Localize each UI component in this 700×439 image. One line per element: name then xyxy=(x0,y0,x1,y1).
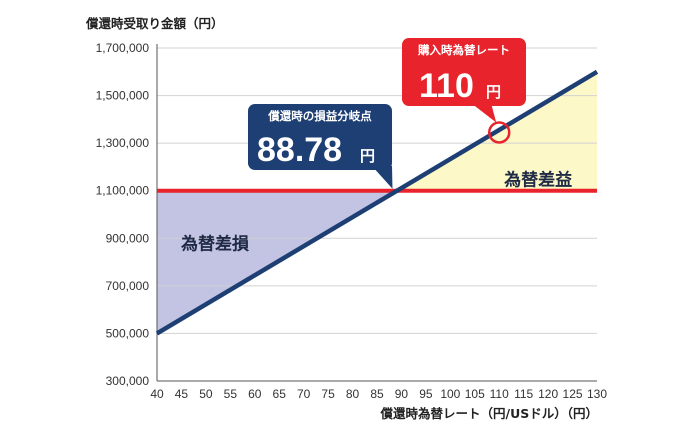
y-tick-labels: 300,000 500,000 700,000 900,000 1,100,000 1,3… xyxy=(96,41,150,388)
x-tick-label: 45 xyxy=(175,387,189,401)
x-tick-label: 60 xyxy=(248,387,262,401)
x-tick-label: 100 xyxy=(440,387,460,401)
y-tick-label: 1,500,000 xyxy=(96,89,150,103)
break-even-callout-box xyxy=(248,104,392,170)
x-tick-label: 70 xyxy=(297,387,311,401)
break-even-callout-pointer xyxy=(372,166,393,189)
x-tick-label: 75 xyxy=(321,387,335,401)
x-tick-labels: 40 45 50 55 60 65 70 75 80 85 90 95 100 105 110 115 120 1… xyxy=(150,387,607,401)
x-tick-label: 50 xyxy=(199,387,213,401)
break-even-callout-unit: 円 xyxy=(360,147,375,165)
x-tick-label: 125 xyxy=(563,387,583,401)
y-tick-label: 300,000 xyxy=(106,374,150,388)
x-tick-label: 65 xyxy=(273,387,287,401)
break-even-callout-value: 88.78 xyxy=(257,131,342,169)
y-tick-label: 1,700,000 xyxy=(96,41,150,55)
series xyxy=(155,69,599,336)
purchase-rate-marker xyxy=(487,121,511,144)
y-tick-label: 1,100,000 xyxy=(96,184,150,198)
y-tick-label: 700,000 xyxy=(106,279,150,293)
x-tick-label: 105 xyxy=(465,387,485,401)
x-tick-label: 95 xyxy=(419,387,433,401)
gain-region-label: 為替差益 xyxy=(504,170,572,191)
region-labels: 為替差損 為替差益 xyxy=(181,170,572,255)
purchase-rate-callout-unit: 円 xyxy=(486,83,501,101)
y-tick-label: 900,000 xyxy=(106,231,150,245)
x-tick-label: 130 xyxy=(587,387,607,401)
x-tick-label: 110 xyxy=(490,387,509,401)
purchase-rate-callout-value: 110 xyxy=(419,67,474,105)
x-tick-label: 55 xyxy=(224,387,238,401)
x-tick-label: 120 xyxy=(538,387,558,401)
marker-layer xyxy=(487,121,511,144)
purchase-rate-callout-box xyxy=(402,38,526,106)
callouts: 償還時の損益分岐点 88.78 円 購入時為替レート 110 円 xyxy=(248,38,526,189)
y-tick-label: 500,000 xyxy=(106,326,150,340)
x-tick-label: 115 xyxy=(514,387,533,401)
x-tick-label: 85 xyxy=(370,387,384,401)
series-line xyxy=(155,69,599,336)
x-tick-label: 40 xyxy=(150,387,164,401)
break-even-callout: 償還時の損益分岐点 88.78 円 xyxy=(248,104,393,189)
x-axis-title: 償還時為替レート（円/USドル）（円） xyxy=(380,406,598,421)
y-tick-label: 1,300,000 xyxy=(96,136,150,150)
loss-region-label: 為替差損 xyxy=(181,233,250,254)
purchase-rate-callout-pointer xyxy=(471,103,497,123)
break-even-callout-title: 償還時の損益分岐点 xyxy=(267,109,372,123)
axes xyxy=(156,44,597,382)
y-axis-title: 償還時受取り金額（円） xyxy=(85,16,224,31)
purchase-rate-callout: 購入時為替レート 110 円 xyxy=(402,38,526,123)
x-tick-label: 90 xyxy=(395,387,409,401)
x-tick-label: 80 xyxy=(346,387,360,401)
purchase-rate-callout-title: 購入時為替レート xyxy=(417,43,510,57)
